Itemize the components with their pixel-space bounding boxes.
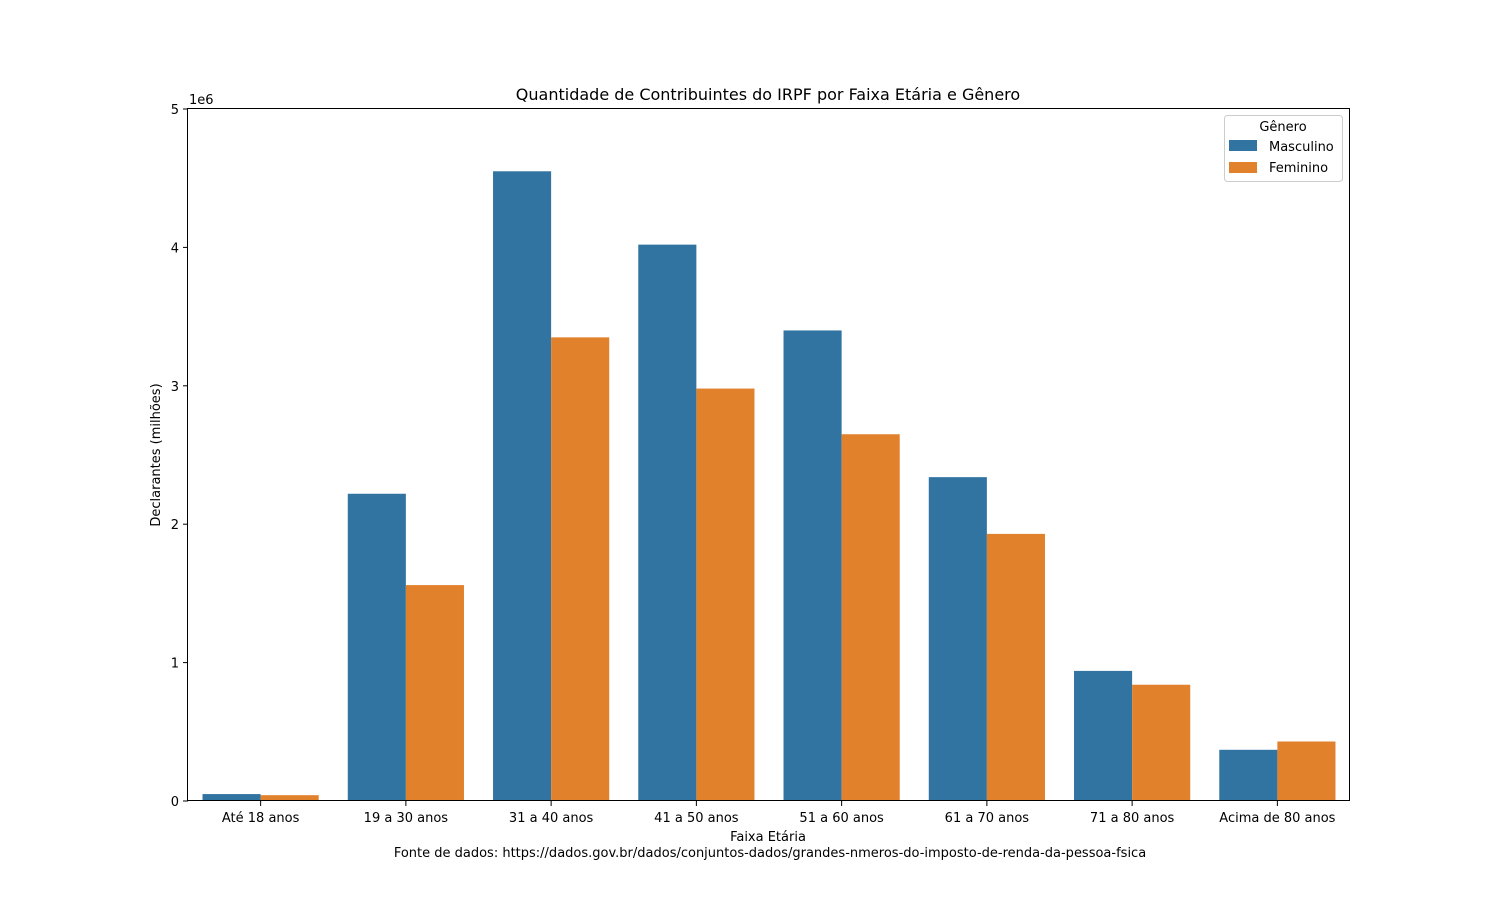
bar-masculino-6 (1074, 670, 1133, 801)
bar-feminino-5 (986, 533, 1045, 801)
y-tick-label: 4 (171, 241, 179, 256)
x-axis-ticks: Até 18 anos 19 a 30 anos 31 a 40 anos 41 a … (222, 801, 1336, 826)
x-tick-label: 31 a 40 anos (509, 811, 594, 826)
x-tick-label: 71 a 80 anos (1090, 811, 1175, 826)
x-tick-label: 41 a 50 anos (654, 811, 739, 826)
y-tick-label: 5 (171, 103, 179, 118)
bar-feminino-4 (841, 434, 900, 801)
y-tick-label: 1 (171, 657, 179, 672)
bar-feminino-7 (1277, 741, 1336, 801)
bar-masculino-3 (638, 244, 697, 801)
y-offset-label: 1e6 (189, 93, 214, 108)
y-tick-label: 0 (171, 795, 179, 810)
x-tick-label: 51 a 60 anos (799, 811, 884, 826)
bar-feminino-0 (260, 795, 319, 801)
legend-label-masculino: Masculino (1269, 140, 1334, 155)
legend-swatch-feminino (1229, 162, 1257, 173)
bar-feminino-2 (551, 337, 610, 801)
bar-feminino-3 (696, 388, 755, 801)
x-tick-label: 19 a 30 anos (364, 811, 449, 826)
bar-masculino-0 (202, 794, 261, 801)
y-tick-label: 3 (171, 380, 179, 395)
plot-frame (187, 108, 1350, 801)
x-tick-label: Até 18 anos (222, 811, 300, 826)
y-axis-ticks: 0 1 2 3 4 5 (171, 103, 188, 810)
bar-masculino-2 (493, 171, 552, 801)
x-axis-label: Faixa Etária (730, 830, 806, 845)
x-tick-label: 61 a 70 anos (945, 811, 1030, 826)
legend-title: Gênero (1259, 120, 1306, 135)
legend-label-feminino: Feminino (1269, 161, 1328, 176)
bar-masculino-7 (1219, 749, 1278, 801)
bar-masculino-5 (928, 477, 987, 801)
legend: Gênero Masculino Feminino (1224, 115, 1343, 182)
bar-masculino-1 (347, 493, 406, 801)
bar-feminino-1 (405, 585, 464, 801)
chart-title: Quantidade de Contribuintes do IRPF por … (516, 85, 1020, 104)
y-axis-label: Declarantes (milhões) (149, 383, 164, 526)
bar-feminino-6 (1132, 684, 1191, 801)
legend-swatch-masculino (1229, 140, 1257, 151)
bar-masculino-4 (783, 330, 842, 801)
y-tick-label: 2 (171, 518, 179, 533)
bars-group (202, 171, 1336, 801)
x-tick-label: Acima de 80 anos (1219, 811, 1335, 826)
source-note: Fonte de dados: https://dados.gov.br/dad… (394, 846, 1146, 861)
